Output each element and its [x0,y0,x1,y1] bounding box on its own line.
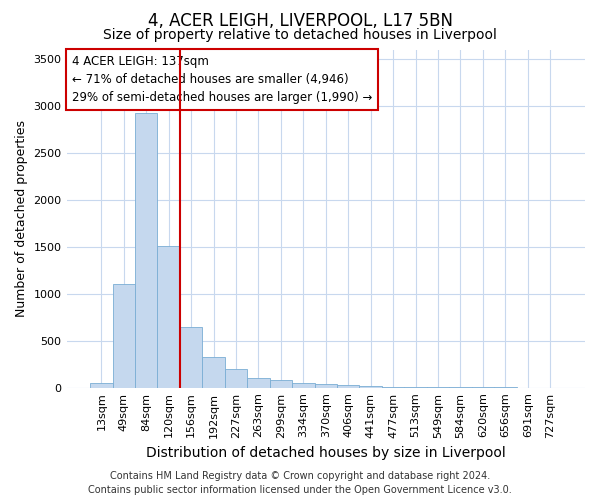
Text: 4 ACER LEIGH: 137sqm
← 71% of detached houses are smaller (4,946)
29% of semi-de: 4 ACER LEIGH: 137sqm ← 71% of detached h… [72,55,372,104]
Bar [113,284,135,388]
Text: Size of property relative to detached houses in Liverpool: Size of property relative to detached ho… [103,28,497,42]
Y-axis label: Number of detached properties: Number of detached properties [15,120,28,318]
Bar [359,386,382,388]
Bar [157,246,180,388]
Bar [225,370,247,388]
Bar [427,387,449,388]
Bar [135,113,157,388]
Bar [180,326,202,388]
Text: Contains HM Land Registry data © Crown copyright and database right 2024.
Contai: Contains HM Land Registry data © Crown c… [88,471,512,495]
Bar [269,380,292,388]
Bar [314,384,337,388]
Bar [247,378,269,388]
Text: 4, ACER LEIGH, LIVERPOOL, L17 5BN: 4, ACER LEIGH, LIVERPOOL, L17 5BN [148,12,452,30]
Bar [292,383,314,388]
Bar [90,382,113,388]
Bar [382,386,404,388]
Bar [337,386,359,388]
X-axis label: Distribution of detached houses by size in Liverpool: Distribution of detached houses by size … [146,446,506,460]
Bar [404,387,427,388]
Bar [202,356,225,388]
